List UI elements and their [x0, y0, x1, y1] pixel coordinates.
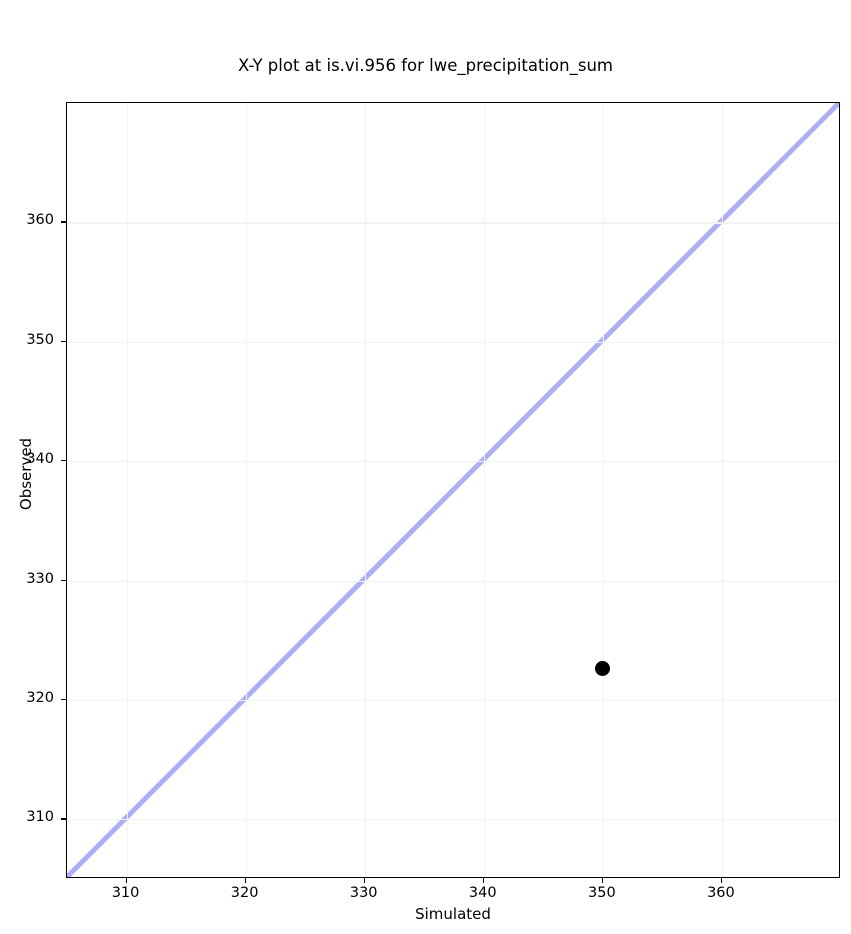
- gridline-vertical: [245, 103, 247, 877]
- one-to-one-reference-line: [67, 103, 839, 877]
- gridline-vertical: [483, 103, 485, 877]
- x-axis-tick: [482, 878, 485, 883]
- x-axis-label: Simulated: [415, 905, 491, 923]
- y-axis-tick: [61, 818, 66, 820]
- x-axis-tick-label: 310: [111, 885, 140, 901]
- x-axis-tick: [601, 878, 604, 883]
- y-axis-tick: [61, 221, 66, 223]
- gridline-horizontal: [67, 341, 839, 343]
- y-axis-tick: [61, 579, 66, 581]
- gridline-horizontal: [67, 580, 839, 582]
- y-axis-tick-label: 340: [26, 451, 54, 468]
- gridline-horizontal: [67, 461, 839, 463]
- y-axis-tick: [61, 460, 66, 462]
- x-axis-tick: [363, 878, 365, 883]
- x-axis-tick: [720, 878, 723, 883]
- y-axis-tick-label: 330: [26, 570, 54, 587]
- gridline-vertical: [364, 103, 366, 877]
- gridline-horizontal: [67, 819, 839, 821]
- y-axis-tick-label: 320: [26, 689, 54, 706]
- gridline-vertical: [721, 103, 724, 877]
- gridline-horizontal: [67, 699, 839, 702]
- y-axis-tick-label: 350: [26, 331, 54, 348]
- x-axis-tick-label: 350: [588, 885, 616, 901]
- gridline-vertical: [602, 103, 605, 877]
- gridline-horizontal: [67, 222, 839, 224]
- x-axis-tick-label: 340: [468, 885, 497, 901]
- y-axis-label: Observed: [17, 437, 35, 511]
- data-point: [595, 661, 611, 677]
- x-axis-tick-label: 330: [349, 885, 378, 901]
- y-axis-tick-label: 310: [26, 809, 54, 826]
- plot-area: [66, 102, 840, 878]
- gridline-vertical: [126, 103, 128, 877]
- x-axis-tick-label: 320: [230, 885, 259, 901]
- x-axis-tick: [125, 878, 127, 883]
- y-axis-tick-label: 360: [26, 212, 54, 229]
- y-axis-tick: [61, 698, 66, 701]
- chart-title-line-1: X-Y plot at is.vi.956 for lwe_precipitat…: [238, 56, 613, 75]
- x-axis-tick: [244, 878, 246, 883]
- y-axis-tick: [61, 340, 66, 343]
- x-axis-tick-label: 360: [707, 885, 735, 901]
